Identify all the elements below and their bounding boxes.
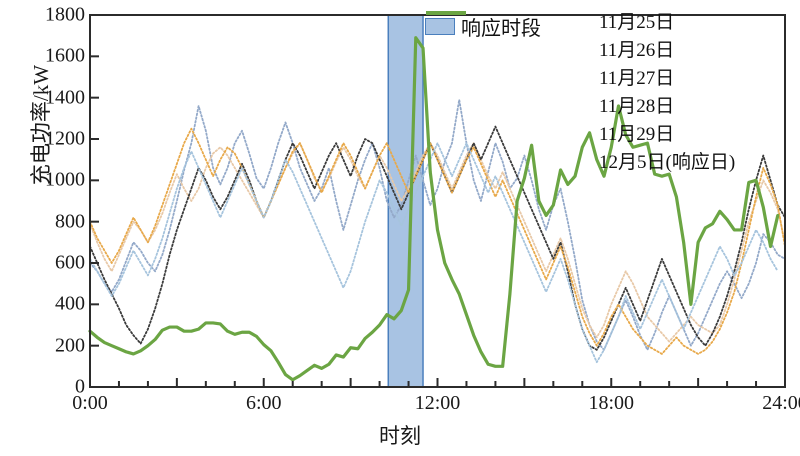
x-tick-label: 0:00 (72, 392, 108, 414)
y-tick-label: 800 (55, 210, 85, 233)
legend-item-3[interactable]: 11月27日 (426, 11, 735, 92)
legend-swatch (426, 11, 591, 58)
legend-item-6[interactable]: 12月5日(响应日) (426, 11, 736, 176)
legend-swatch (426, 11, 591, 170)
response-period-band (387, 14, 424, 388)
legend-label: 11月25日 (599, 11, 675, 33)
legend-swatch (426, 11, 591, 114)
y-tick-label: 1800 (45, 3, 85, 26)
x-tick-label: 24:00 (762, 392, 800, 414)
x-tick-label: 6:00 (245, 392, 282, 414)
legend-label-response-period: 响应时段 (461, 17, 541, 40)
series-line (89, 125, 786, 351)
legend-swatch (426, 11, 591, 142)
series-line (89, 142, 786, 343)
legend-label: 11月29日 (599, 123, 675, 145)
legend-label: 11月28日 (599, 95, 675, 117)
x-tick-label: 12:00 (414, 392, 461, 414)
legend-label: 11月27日 (599, 67, 675, 89)
legend-swatch (426, 11, 591, 86)
y-tick-label: 0 (75, 375, 85, 398)
y-tick-label: 200 (55, 334, 85, 357)
legend: 响应时段 11月25日 11月26日 11月27日 11月28日 11月29日 12月5日… (425, 8, 735, 176)
y-tick-label: 1600 (45, 44, 85, 67)
legend-item-2[interactable]: 11月26日 (426, 11, 735, 64)
y-axis-ticks: 0 200 400 600 800 1000 1200 1400 1600 1800 (20, 0, 85, 456)
legend-label: 12月5日(响应日) (599, 151, 736, 173)
legend-item-4[interactable]: 11月28日 (426, 11, 735, 120)
y-tick-label: 1000 (45, 168, 85, 191)
x-tick-label: 18:00 (588, 392, 635, 414)
legend-item-response-period[interactable]: 响应时段 (425, 11, 541, 41)
series-line (88, 36, 780, 382)
legend-swatch (426, 11, 591, 30)
legend-item-5[interactable]: 11月29日 (426, 11, 735, 148)
legend-item-1[interactable]: 11月25日 (426, 8, 735, 36)
response-period-swatch (425, 17, 455, 35)
y-tick-label: 1400 (45, 86, 85, 109)
series-line (89, 142, 779, 364)
x-axis-label: 时刻 (379, 424, 421, 448)
y-tick-label: 1200 (45, 127, 85, 150)
y-tick-label: 600 (55, 251, 85, 274)
series-line (89, 127, 786, 355)
y-tick-label: 400 (55, 292, 85, 315)
legend-series-list: 11月25日 11月26日 11月27日 11月28日 11月29日 12月5日(响应日) (426, 8, 736, 176)
legend-label: 11月26日 (599, 39, 675, 61)
